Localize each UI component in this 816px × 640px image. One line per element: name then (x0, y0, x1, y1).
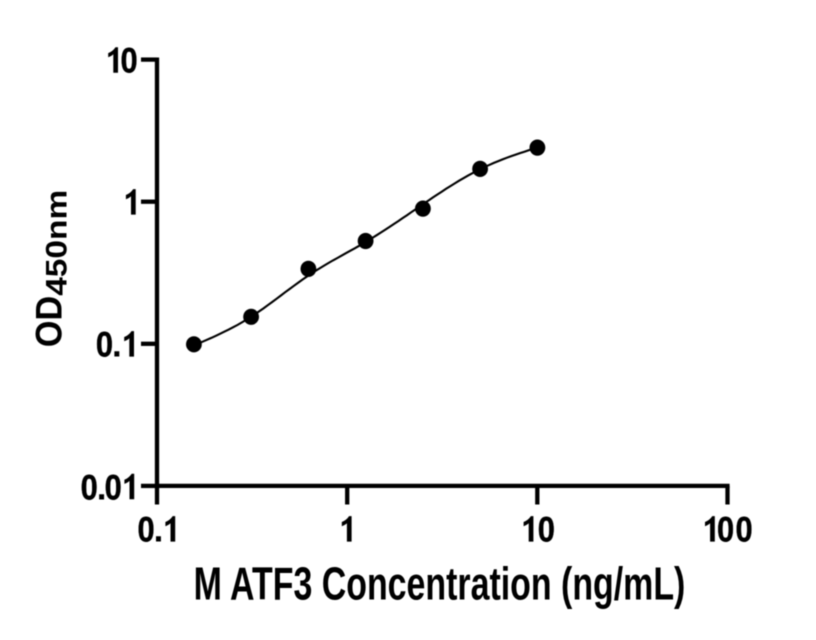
svg-text:0: 0 (120, 41, 137, 80)
svg-text:0: 0 (717, 510, 734, 549)
svg-text:M ATF3 Concentration (ng/mL): M ATF3 Concentration (ng/mL) (194, 558, 686, 610)
svg-text:OD450nm: OD450nm (28, 190, 74, 347)
svg-text:0: 0 (81, 467, 98, 506)
svg-text:.: . (154, 511, 164, 550)
svg-text:0: 0 (538, 510, 555, 549)
svg-text:0: 0 (96, 325, 113, 364)
svg-text:0: 0 (137, 510, 154, 549)
svg-text:.: . (97, 468, 107, 507)
svg-text:0: 0 (736, 510, 753, 549)
svg-text:0: 0 (105, 467, 122, 506)
svg-text:.: . (112, 326, 122, 365)
